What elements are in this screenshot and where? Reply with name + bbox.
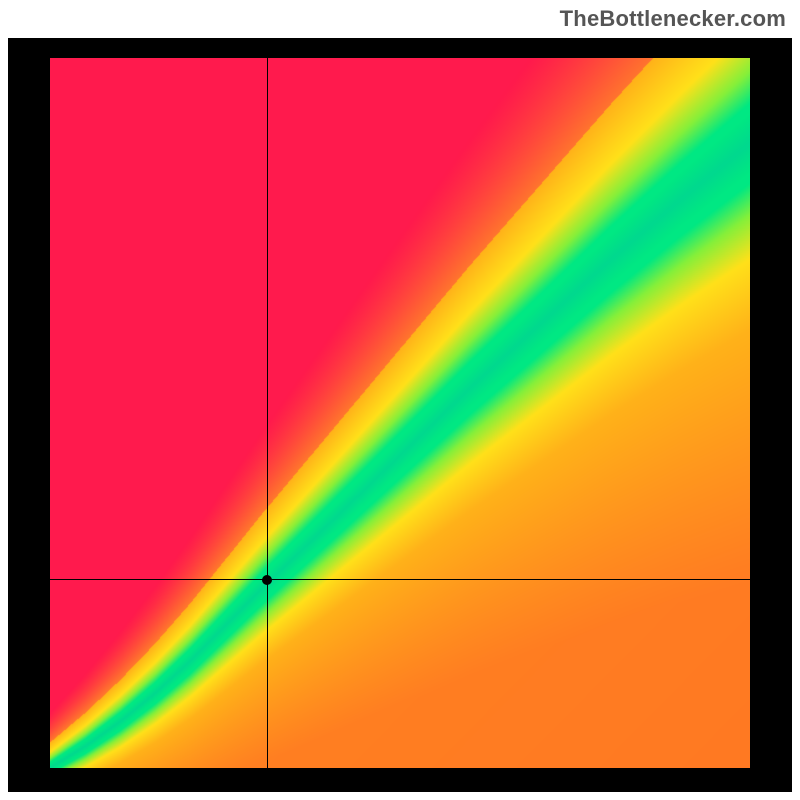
crosshair-dot [262, 575, 272, 585]
heatmap-canvas [50, 58, 750, 768]
crosshair-horizontal [50, 579, 750, 580]
crosshair-vertical [267, 58, 268, 768]
watermark-text: TheBottlenecker.com [560, 6, 786, 32]
